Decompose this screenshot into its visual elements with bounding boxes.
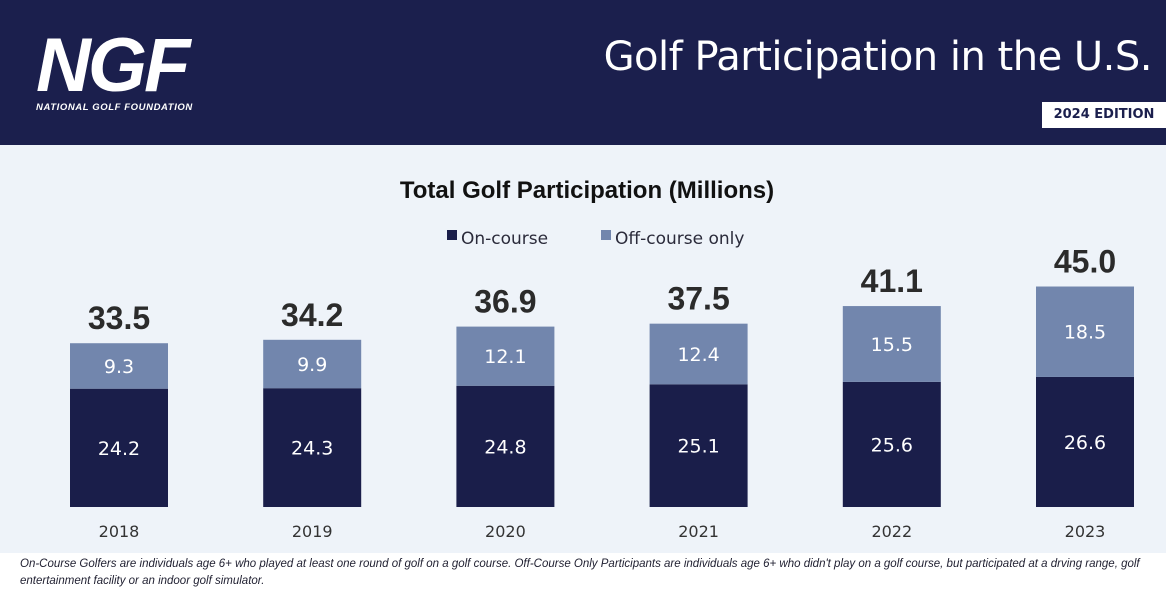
legend-swatch-off-course	[601, 230, 611, 240]
bar-label-on-course: 24.8	[484, 436, 526, 458]
logo-subtitle: NATIONAL GOLF FOUNDATION	[36, 102, 193, 113]
x-tick-label: 2019	[292, 522, 333, 541]
bar-total-label: 33.5	[88, 300, 150, 336]
legend-label-off-course: Off-course only	[615, 229, 744, 249]
chart-title: Total Golf Participation (Millions)	[400, 177, 774, 204]
bar-label-off-course: 12.4	[677, 344, 719, 366]
bar-total-label: 41.1	[861, 263, 923, 299]
x-tick-label: 2020	[485, 522, 526, 541]
bar-label-on-course: 26.6	[1064, 432, 1106, 454]
bar-label-off-course: 9.9	[297, 354, 327, 376]
bar-total-label: 36.9	[474, 284, 536, 320]
bar-label-on-course: 25.1	[677, 436, 719, 458]
bar-label-on-course: 24.2	[98, 438, 140, 460]
legend-swatch-on-course	[447, 230, 457, 240]
bar-total-label: 37.5	[667, 281, 729, 317]
bars-group: 24.2 9.3 33.5 2018 24.3 9.9 34.2 2019 24.8 12.1 36…	[70, 244, 1134, 541]
header-banner: NGF NATIONAL GOLF FOUNDATION Golf Partic…	[0, 0, 1166, 145]
bar-total-label: 34.2	[281, 297, 343, 333]
x-tick-label: 2022	[871, 522, 912, 541]
bar-label-off-course: 18.5	[1064, 322, 1106, 344]
bar-total-label: 45.0	[1054, 244, 1116, 280]
x-tick-label: 2021	[678, 522, 719, 541]
bar-label-off-course: 9.3	[104, 356, 134, 378]
stacked-bar-chart: Total Golf Participation (Millions) On-c…	[0, 145, 1166, 553]
bar-label-on-course: 24.3	[291, 438, 333, 460]
bar-label-off-course: 12.1	[484, 346, 526, 368]
chart-legend: On-course Off-course only	[447, 229, 744, 249]
logo-mark: NGF	[36, 28, 187, 104]
bar-label-on-course: 25.6	[871, 434, 913, 456]
edition-badge: 2024 EDITION	[1042, 102, 1166, 128]
legend-label-on-course: On-course	[461, 229, 548, 249]
ngf-logo: NGF NATIONAL GOLF FOUNDATION	[36, 28, 246, 120]
bar-label-off-course: 15.5	[871, 334, 913, 356]
page-title: Golf Participation in the U.S.	[604, 34, 1152, 80]
footnote: On-Course Golfers are individuals age 6+…	[20, 556, 1150, 590]
x-tick-label: 2023	[1065, 522, 1106, 541]
x-tick-label: 2018	[99, 522, 140, 541]
